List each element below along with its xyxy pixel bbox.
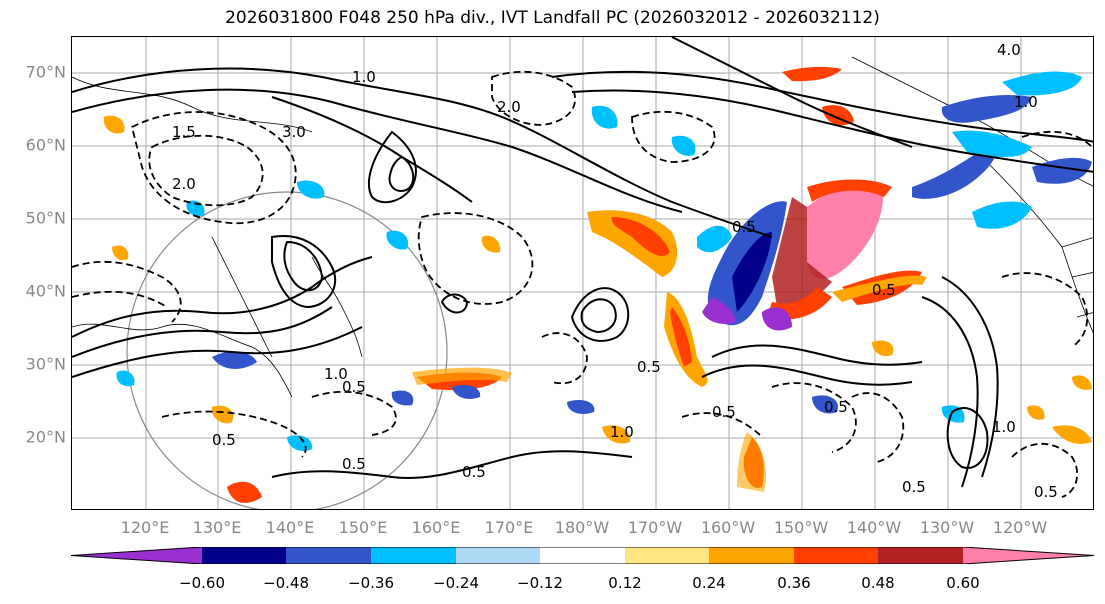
colorbar-bin xyxy=(625,547,709,564)
contour-label: 1.0 xyxy=(610,423,634,441)
map-panel: 1.5 2.0 1.0 3.0 2.0 0.5 0.5 1.0 0.5 0.5 … xyxy=(71,36,1094,510)
contour-label: 0.5 xyxy=(342,378,366,396)
colorbar-tick-label: 0.12 xyxy=(608,574,642,592)
colorbar-tick-label: −0.60 xyxy=(179,574,225,592)
contour-label: 1.0 xyxy=(1014,93,1038,111)
colorbar-bin xyxy=(71,547,202,564)
colorbar-tick-label: −0.36 xyxy=(348,574,394,592)
radius-circle xyxy=(126,191,448,509)
lon-label-130w: 130°W xyxy=(919,518,975,537)
colorbar xyxy=(71,547,1094,564)
contour-label: 0.5 xyxy=(712,403,736,421)
lat-label-40: 40°N xyxy=(25,281,66,301)
contour-label: 0.5 xyxy=(732,218,756,236)
colorbar-bin xyxy=(371,547,456,564)
colorbar-bin xyxy=(709,547,794,564)
dashed-contours xyxy=(72,70,1093,498)
colorbar-bin xyxy=(794,547,878,564)
map-field: 1.5 2.0 1.0 3.0 2.0 0.5 0.5 1.0 0.5 0.5 … xyxy=(72,37,1093,509)
map-title: 2026031800 F048 250 hPa div., IVT Landfa… xyxy=(225,8,880,28)
colorbar-tick-label: −0.12 xyxy=(517,574,563,592)
lon-label-140w: 140°W xyxy=(846,518,902,537)
contour-label: 0.5 xyxy=(872,281,896,299)
colorbar-bin xyxy=(286,547,371,564)
contour-label: 0.5 xyxy=(902,478,926,496)
lon-label-150e: 150°E xyxy=(338,518,388,537)
contour-label: 0.5 xyxy=(637,358,661,376)
lon-label-120w: 120°W xyxy=(992,518,1048,537)
colorbar-bin xyxy=(202,547,286,564)
contour-label: 0.5 xyxy=(824,398,848,416)
contour-label: 1.5 xyxy=(172,123,196,141)
colorbar-bin xyxy=(963,547,1094,564)
lat-label-20: 20°N xyxy=(25,427,66,447)
colorbar-bin xyxy=(540,547,625,564)
contour-label: 0.5 xyxy=(342,455,366,473)
lon-label-120e: 120°E xyxy=(120,518,170,537)
contour-label: 1.0 xyxy=(352,68,376,86)
contour-labels: 1.5 2.0 1.0 3.0 2.0 0.5 0.5 1.0 0.5 0.5 … xyxy=(172,41,1058,501)
lon-label-140e: 140°E xyxy=(265,518,315,537)
colorbar-tick-label: −0.48 xyxy=(263,574,309,592)
divergence-shading xyxy=(103,66,1092,503)
lon-label-130e: 130°E xyxy=(192,518,242,537)
contour-label: 4.0 xyxy=(997,41,1021,59)
contour-label: 0.5 xyxy=(212,431,236,449)
lat-label-30: 30°N xyxy=(25,354,66,374)
lat-label-70: 70°N xyxy=(25,62,66,82)
lon-label-170e: 170°E xyxy=(484,518,534,537)
lon-label-150w: 150°W xyxy=(773,518,829,537)
colorbar-tick-label: −0.24 xyxy=(433,574,479,592)
lon-label-180w: 180°W xyxy=(554,518,610,537)
lon-label-160e: 160°E xyxy=(411,518,461,537)
colorbar-tick-label: 0.36 xyxy=(777,574,811,592)
contour-label: 0.5 xyxy=(1034,483,1058,501)
colorbar-bin xyxy=(456,547,540,564)
contour-label: 1.0 xyxy=(992,418,1016,436)
contour-label: 1.0 xyxy=(324,365,348,383)
colorbar-tick-label: 0.48 xyxy=(861,574,895,592)
solid-contours xyxy=(72,37,1093,488)
lon-label-170w: 170°W xyxy=(627,518,683,537)
lat-label-60: 60°N xyxy=(25,135,66,155)
colorbar-tick-label: 0.24 xyxy=(692,574,726,592)
colorbar-bin xyxy=(878,547,963,564)
contour-label: 2.0 xyxy=(497,98,521,116)
contour-label: 3.0 xyxy=(282,123,306,141)
lon-label-160w: 160°W xyxy=(700,518,756,537)
contour-label: 2.0 xyxy=(172,175,196,193)
lat-label-50: 50°N xyxy=(25,208,66,228)
colorbar-tick-label: 0.60 xyxy=(946,574,980,592)
contour-label: 0.5 xyxy=(462,463,486,481)
